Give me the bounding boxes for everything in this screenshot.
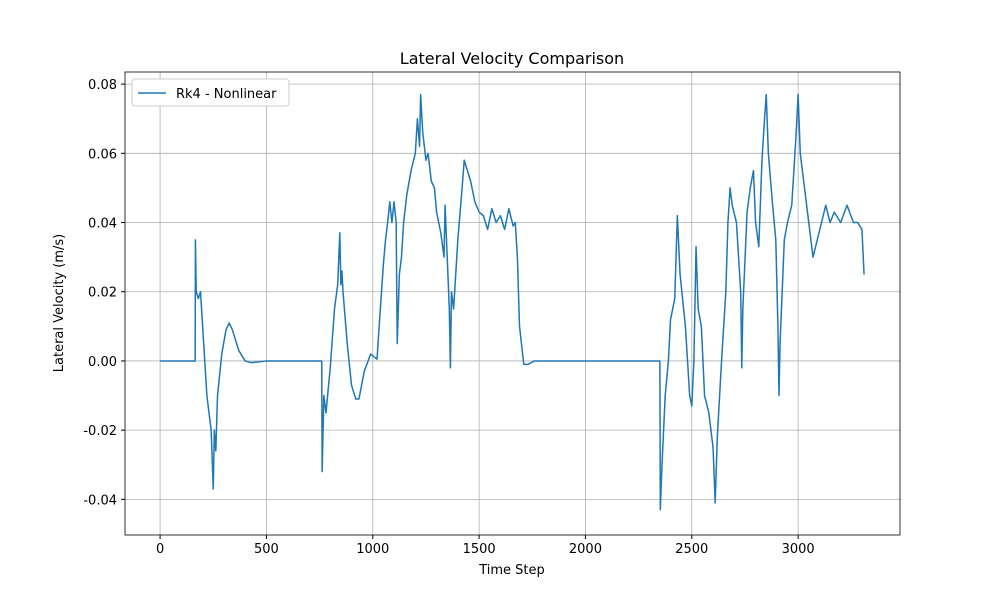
y-tick-label: -0.02 [83,424,117,439]
legend-box [131,78,290,107]
y-tick-label: 0.00 [88,355,117,370]
data-line [160,93,865,511]
x-tick-label: 2500 [675,542,708,557]
x-tick-label: 2000 [569,542,602,557]
y-tick-label: -0.04 [83,493,117,508]
y-tick-label: 0.06 [88,147,117,162]
x-tick-label: 1000 [356,542,389,557]
y-tick-label: 0.04 [88,217,117,232]
y-tick-label: 0.02 [88,286,117,301]
chart-title: Lateral Velocity Comparison [400,49,624,68]
x-tick-label: 0 [156,542,164,557]
y-axis-label: Lateral Velocity (m/s) [52,234,67,372]
legend-label: Rk4 - Nonlinear [176,87,277,102]
y-tick-label: 0.08 [88,78,117,93]
x-tick-label: 1500 [463,542,496,557]
x-tick-label: 500 [254,542,279,557]
x-axis-label: Time Step [478,563,545,578]
plot-frame [124,71,901,536]
x-tick-label: 3000 [782,542,815,557]
